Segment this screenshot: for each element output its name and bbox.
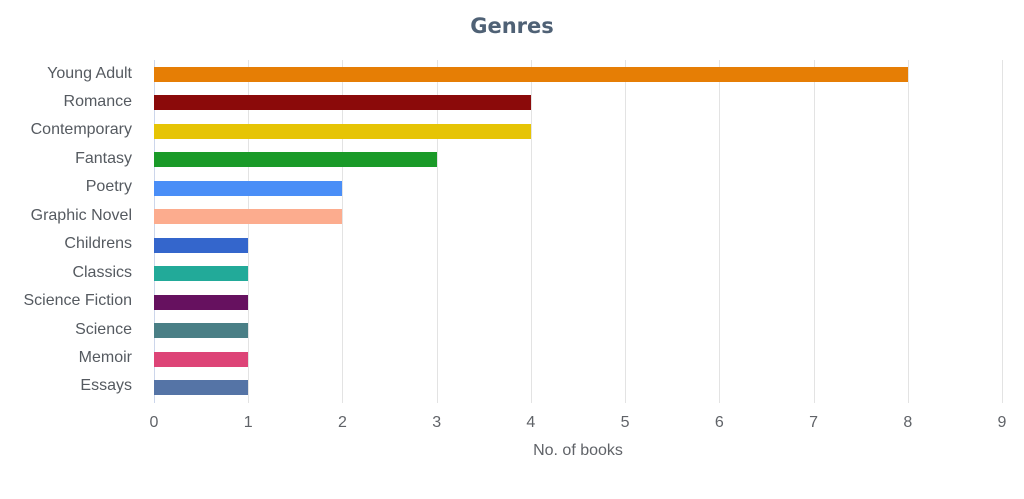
y-category-label: Young Adult bbox=[47, 64, 132, 82]
gridline bbox=[154, 60, 155, 403]
plot-area bbox=[154, 60, 1003, 403]
y-category-label: Romance bbox=[63, 92, 132, 110]
bar[interactable] bbox=[154, 266, 249, 282]
bar[interactable] bbox=[154, 180, 343, 196]
bar[interactable] bbox=[154, 67, 908, 82]
bar[interactable] bbox=[154, 152, 437, 168]
x-tick-label: 3 bbox=[432, 414, 442, 431]
y-category-label: Fantasy bbox=[75, 149, 132, 167]
y-category-label: Graphic Novel bbox=[30, 206, 132, 224]
y-category-label: Science Fiction bbox=[23, 292, 133, 310]
gridline bbox=[907, 60, 909, 403]
y-category-label: Classics bbox=[72, 263, 132, 281]
gridline bbox=[530, 60, 532, 403]
x-tick-label: 7 bbox=[809, 414, 818, 431]
bar[interactable] bbox=[154, 323, 249, 339]
x-tick-label: 1 bbox=[243, 414, 253, 431]
bar[interactable] bbox=[154, 294, 249, 310]
x-tick-label: 2 bbox=[337, 414, 347, 431]
y-category-label: Essays bbox=[80, 377, 132, 395]
y-category-label: Contemporary bbox=[30, 121, 132, 139]
bar[interactable] bbox=[154, 351, 249, 367]
gridline bbox=[1002, 60, 1003, 403]
x-tick-label: 6 bbox=[714, 414, 724, 431]
y-category-label: Poetry bbox=[85, 178, 132, 196]
x-tick-label: 0 bbox=[149, 414, 159, 431]
bar[interactable] bbox=[154, 123, 531, 139]
x-tick-label: 9 bbox=[997, 414, 1007, 431]
bar[interactable] bbox=[154, 95, 531, 111]
gridline bbox=[248, 60, 250, 403]
chart-title: Genres bbox=[470, 14, 554, 38]
gridline bbox=[436, 60, 438, 403]
gridline bbox=[719, 60, 721, 403]
y-category-label: Childrens bbox=[64, 235, 132, 253]
bar[interactable] bbox=[154, 379, 249, 395]
bar[interactable] bbox=[154, 209, 343, 225]
x-tick-label: 4 bbox=[526, 414, 536, 431]
x-tick-label: 5 bbox=[620, 414, 630, 431]
bar[interactable] bbox=[154, 237, 249, 253]
y-category-label: Memoir bbox=[78, 349, 132, 366]
x-tick-label: 8 bbox=[903, 414, 913, 431]
y-category-label: Science bbox=[75, 320, 132, 338]
gridline bbox=[625, 60, 627, 403]
gridline bbox=[342, 60, 344, 403]
x-axis-title: No. of books bbox=[533, 442, 623, 459]
gridline bbox=[813, 60, 815, 403]
